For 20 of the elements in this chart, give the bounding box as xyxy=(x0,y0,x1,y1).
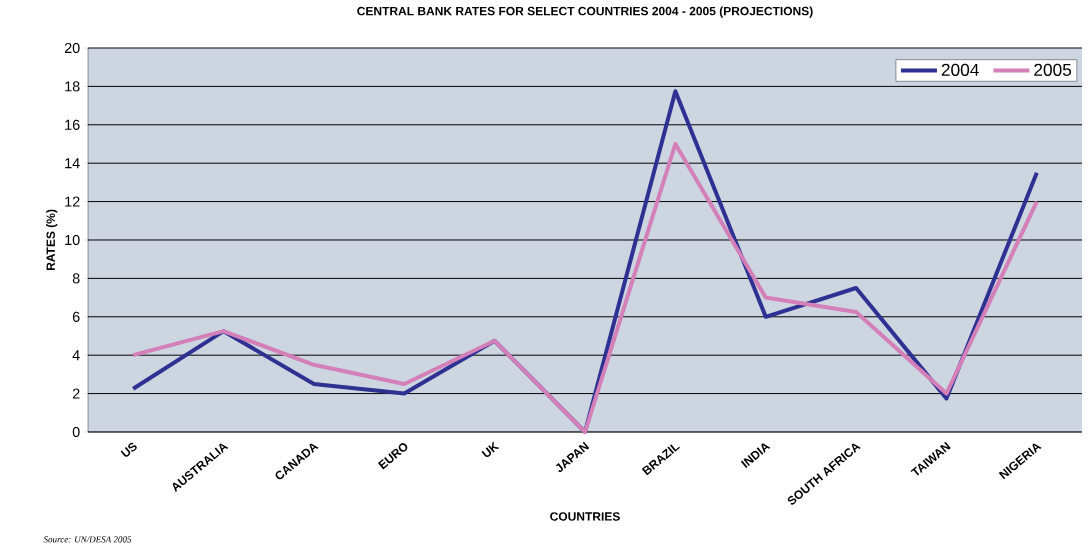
x-axis-title: COUNTRIES xyxy=(550,512,620,521)
y-tick-label: 6 xyxy=(72,311,80,322)
y-tick-label: 2 xyxy=(72,388,80,399)
chart-title: CENTRAL BANK RATES FOR SELECT COUNTRIES 2004 - 2005 (PROJECTIONS) xyxy=(357,6,813,18)
y-tick-label: 20 xyxy=(64,42,80,54)
legend-label: 2004 xyxy=(941,63,979,76)
y-tick-label: 0 xyxy=(72,426,80,438)
y-tick-label: 16 xyxy=(65,119,80,130)
x-tick-label: UK xyxy=(481,441,500,458)
y-axis-title: RATES (%) xyxy=(46,209,58,271)
legend-label: 2005 xyxy=(1034,63,1072,76)
source-note: Source: UN/DESA 2005 xyxy=(43,536,132,543)
y-tick-label: 18 xyxy=(65,81,80,92)
x-tick-label: US xyxy=(120,442,137,457)
y-tick-label: 10 xyxy=(65,234,80,246)
y-tick-label: 4 xyxy=(72,350,80,361)
y-tick-label: 12 xyxy=(65,196,80,207)
y-tick-label: 8 xyxy=(72,273,80,284)
line-series xyxy=(131,141,1039,434)
y-tick-label: 14 xyxy=(65,158,80,169)
